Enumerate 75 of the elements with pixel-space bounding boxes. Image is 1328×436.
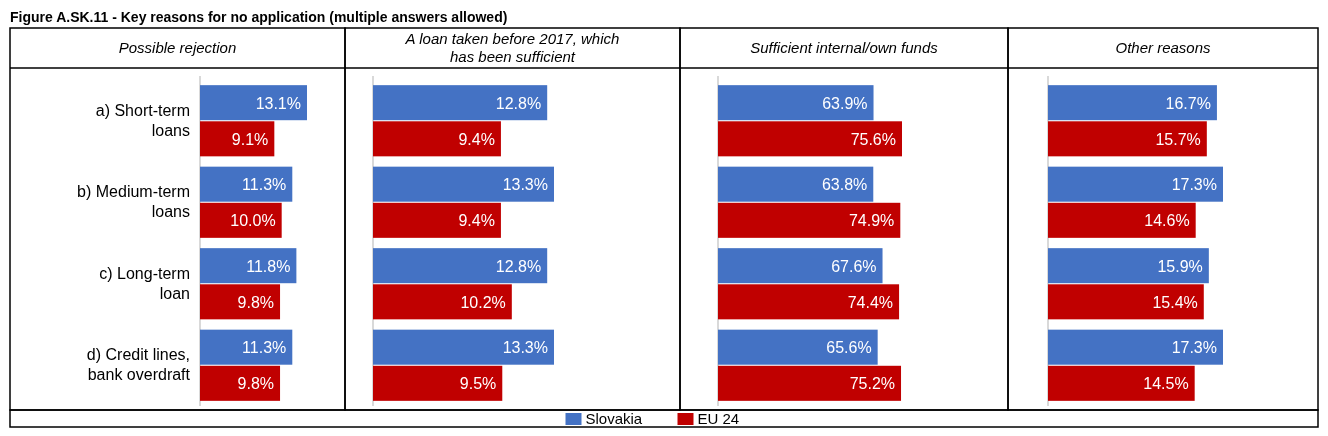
data-label: 13.1% <box>255 94 301 112</box>
bar <box>373 365 503 401</box>
bar <box>200 248 297 284</box>
bar <box>200 202 282 238</box>
bar <box>373 248 548 284</box>
data-label: 67.6% <box>831 257 877 275</box>
bar <box>718 202 901 238</box>
data-label: 14.6% <box>1144 212 1190 230</box>
bar <box>1048 329 1223 365</box>
data-label: 17.3% <box>1171 339 1217 357</box>
data-label: 9.4% <box>458 212 495 230</box>
bar <box>373 166 554 202</box>
data-label: 15.9% <box>1157 257 1203 275</box>
data-label: 63.8% <box>821 176 868 194</box>
bar <box>718 329 878 365</box>
data-label: 74.9% <box>848 212 895 230</box>
data-label: 9.8% <box>237 375 275 393</box>
data-label: 10.0% <box>230 212 276 230</box>
y-tick-label: d) Credit lines, bank overdraft <box>86 346 191 384</box>
data-label: 11.8% <box>246 257 291 275</box>
bar <box>200 284 281 320</box>
bar <box>1048 85 1217 121</box>
bar <box>373 85 548 121</box>
data-label: 63.9% <box>822 94 868 112</box>
legend-label: EU 24 <box>697 410 740 427</box>
y-tick-label: a) Short-term loans <box>95 101 190 139</box>
bar <box>1048 202 1196 238</box>
data-label: 12.8% <box>495 257 542 275</box>
bar <box>200 85 307 121</box>
bar <box>718 284 900 320</box>
bar <box>1048 121 1207 157</box>
bar <box>1048 166 1223 202</box>
chart-title: Possible rejection <box>118 39 237 56</box>
y-tick-label: b) Medium-term loans <box>77 183 190 221</box>
data-label: 15.4% <box>1152 293 1198 311</box>
data-label: 9.1% <box>231 130 269 148</box>
text: Figure A.SK.11 - Key reasons for no application (multiple answers allowed) <box>10 9 508 25</box>
data-label: 11.3% <box>242 176 287 194</box>
data-label: 75.2% <box>849 375 896 393</box>
y-tick-label: c) Long-term loan <box>99 264 190 302</box>
bar <box>200 365 281 401</box>
bar <box>200 329 293 365</box>
data-label: 11.3% <box>242 339 287 357</box>
bar <box>373 121 501 157</box>
bar <box>1048 365 1195 401</box>
bar <box>718 166 874 202</box>
data-label: 74.4% <box>847 293 894 311</box>
bar <box>1048 248 1209 284</box>
bar <box>373 284 512 320</box>
bar <box>718 121 902 157</box>
data-label: 65.6% <box>826 339 872 357</box>
bar <box>718 365 902 401</box>
chart-title: A loan taken before 2017, which has been sufficient <box>404 30 620 65</box>
data-label: 13.3% <box>502 176 548 194</box>
data-label: 9.5% <box>459 375 497 393</box>
bar <box>373 329 554 365</box>
bar <box>200 166 293 202</box>
bar <box>718 85 874 121</box>
data-label: 14.5% <box>1143 375 1189 393</box>
bar <box>373 202 501 238</box>
bar <box>1048 284 1204 320</box>
bar <box>200 121 275 157</box>
data-label: 16.7% <box>1165 94 1211 112</box>
bar <box>718 248 883 284</box>
data-label: 10.2% <box>460 293 506 311</box>
legend-label: Slovakia <box>585 410 643 427</box>
data-label: 13.3% <box>502 339 548 357</box>
data-label: 17.3% <box>1171 176 1217 194</box>
data-label: 9.8% <box>237 293 275 311</box>
data-label: 9.4% <box>458 130 495 148</box>
data-label: 75.6% <box>850 130 896 148</box>
chart-title: Sufficient internal/own funds <box>750 39 939 56</box>
data-label: 12.8% <box>495 94 542 112</box>
chart-title: Other reasons <box>1115 39 1212 56</box>
data-label: 15.7% <box>1155 130 1201 148</box>
